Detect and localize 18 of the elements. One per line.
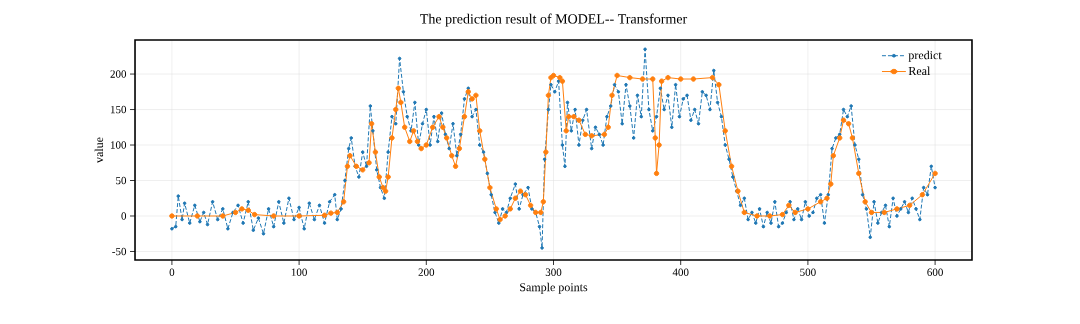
y-tick-label: 50 bbox=[116, 176, 127, 185]
y-axis-title: value bbox=[94, 137, 104, 163]
y-tick-label: -50 bbox=[112, 247, 127, 256]
x-axis-title: Sample points bbox=[520, 282, 588, 294]
legend-label: Real bbox=[908, 66, 931, 76]
y-tick-label: 200 bbox=[110, 70, 127, 78]
x-tick-label: 200 bbox=[418, 268, 435, 276]
x-tick-label: 300 bbox=[545, 268, 562, 276]
x-tick-label: 500 bbox=[800, 268, 816, 276]
x-tick-label: 100 bbox=[291, 268, 307, 276]
x-tick-label: 400 bbox=[672, 268, 689, 276]
legend-label: predict bbox=[908, 50, 942, 62]
x-tick-label: 0 bbox=[169, 268, 175, 276]
y-tick-label: 0 bbox=[121, 212, 127, 220]
chart-title: The prediction result of MODEL-- Transformer bbox=[420, 13, 688, 27]
x-tick-label: 600 bbox=[927, 268, 943, 276]
y-tick-label: 150 bbox=[110, 105, 127, 114]
y-tick-label: 100 bbox=[110, 141, 127, 149]
